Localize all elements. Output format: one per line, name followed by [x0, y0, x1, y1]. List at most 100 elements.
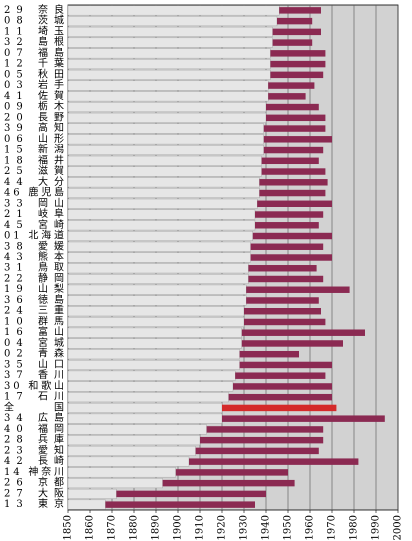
base-bar [67, 467, 177, 478]
bar [255, 211, 324, 218]
base-bar [67, 413, 223, 424]
y-tick-label: 02 青森 [4, 347, 64, 360]
x-tick-label: 1880 [129, 515, 140, 540]
x-tick-label: 1910 [195, 515, 206, 540]
base-bar [67, 155, 262, 166]
bar [116, 490, 267, 498]
y-tick-label: 36 徳島 [4, 293, 64, 306]
bar [233, 383, 332, 390]
bar [250, 254, 332, 261]
base-bar [67, 499, 106, 510]
y-tick-label: 25 滋賀 [4, 164, 64, 177]
x-tick-label: 1920 [217, 515, 228, 540]
base-bar [67, 220, 256, 231]
y-tick-label: 04 宮城 [4, 336, 64, 349]
bar [241, 340, 343, 347]
bar [244, 308, 321, 315]
bar [222, 415, 385, 422]
y-tick-label: 40 福岡 [4, 422, 64, 435]
x-tick-label: 1850 [63, 515, 74, 540]
base-bar [67, 26, 273, 37]
y-tick-label: 03 岩手 [4, 78, 64, 91]
y-tick-label: 35 山口 [4, 358, 64, 370]
x-tick-label: 1900 [173, 515, 184, 540]
base-bar [67, 316, 245, 327]
bar [246, 297, 319, 304]
base-bar [67, 295, 247, 306]
y-tick-label: 17 石川 [4, 392, 64, 403]
bar [162, 479, 295, 487]
bar [268, 93, 306, 100]
y-tick-label: 33 岡山 [4, 197, 64, 209]
base-bar [67, 91, 269, 102]
y-tick-label: 06 山形 [4, 133, 64, 145]
bar [189, 458, 359, 465]
base-bar [67, 445, 196, 456]
base-bar [67, 48, 271, 59]
base-bar [67, 402, 223, 413]
base-bar [67, 349, 240, 360]
y-tick-label: 11 埼玉 [4, 24, 64, 37]
base-bar [67, 16, 278, 27]
y-tick-label: 44 大分 [4, 175, 64, 188]
base-bar [67, 59, 271, 70]
base-bar [67, 145, 265, 156]
x-tick-label: 1870 [107, 515, 118, 540]
base-bar [67, 209, 256, 220]
y-tick-label: 07 福島 [4, 46, 64, 59]
base-bar [67, 102, 267, 113]
y-tick-label: 42 長崎 [4, 454, 64, 467]
y-tick-label: 12 千葉 [4, 57, 64, 70]
base-bar [67, 359, 240, 370]
y-tick-label: 22 静岡 [4, 271, 64, 284]
x-tick-label: 1970 [327, 515, 338, 540]
base-bar [67, 112, 267, 123]
base-bar [67, 134, 265, 145]
bar [259, 189, 326, 197]
base-bar [67, 338, 243, 349]
bar [248, 265, 317, 272]
base-bar [67, 435, 201, 446]
bar [255, 222, 319, 229]
bar [270, 60, 326, 68]
y-tick-label: 28 兵庫 [4, 433, 64, 446]
x-tick-label: 1950 [283, 515, 294, 540]
bar [272, 39, 313, 46]
base-bar [67, 456, 190, 467]
base-bar [67, 381, 234, 392]
bar [252, 232, 332, 240]
bar [266, 114, 326, 122]
y-tick-label: 23 愛知 [4, 443, 64, 456]
bar [263, 125, 326, 132]
base-bar [67, 5, 280, 16]
bar [279, 7, 321, 14]
y-tick-label: 30 和歌山 [4, 379, 64, 392]
base-bar [67, 424, 207, 435]
y-tick-label: 13 東京 [4, 497, 64, 510]
base-bar [67, 478, 163, 489]
y-tick-label: 05 秋田 [4, 67, 64, 80]
base-bar [67, 241, 251, 252]
bar [268, 82, 315, 89]
base-bar [67, 306, 245, 317]
bar [270, 50, 326, 57]
y-tick-label: 08 茨城 [4, 14, 64, 27]
bar [246, 286, 350, 293]
x-tick-label: 2000 [393, 515, 404, 540]
base-bar [67, 188, 260, 199]
base-bar [67, 69, 271, 80]
bar [257, 200, 332, 207]
x-tick-label: 1860 [85, 515, 96, 540]
bar [239, 350, 299, 358]
bar [175, 469, 288, 476]
y-tick-label: 14 神奈川 [4, 465, 64, 478]
y-tick-label: 43 熊本 [4, 250, 64, 263]
bar [263, 136, 332, 143]
bar [222, 404, 337, 412]
x-tick-label: 1990 [371, 515, 382, 540]
y-tick-label: 31 鳥取 [4, 261, 64, 274]
y-tick-label: 37 香川 [4, 369, 64, 381]
bar [250, 243, 324, 250]
bar [266, 103, 319, 111]
